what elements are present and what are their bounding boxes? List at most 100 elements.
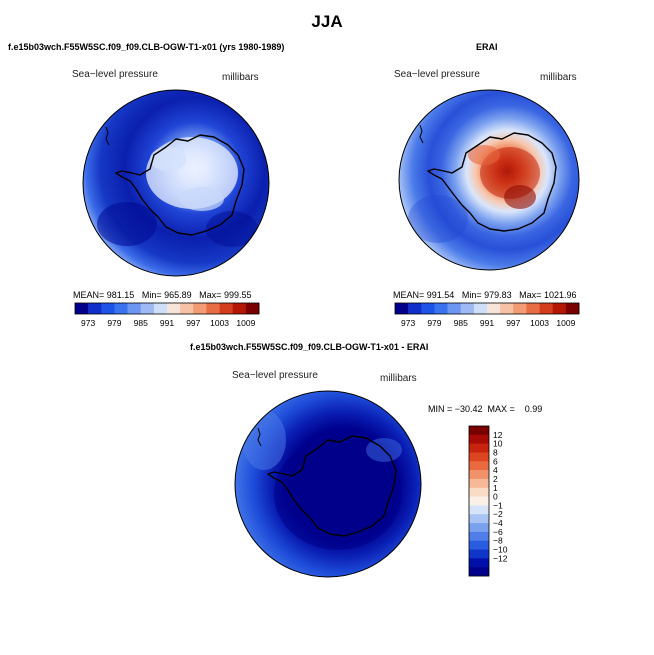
colorbar-model-swatch [114,303,128,314]
colorbar-model-tick-label: 979 [107,318,121,328]
colorbar-obs-swatch [565,303,580,314]
colorbar-diff-tick-label: −1 [493,500,503,510]
colorbar-obs-tick-label: 1009 [556,318,575,328]
polar-map-obs [398,89,580,271]
colorbar-diff-swatch [469,434,489,444]
polar-map-diff [234,390,422,578]
colorbar-model-tick-label: 991 [160,318,174,328]
colorbar-obs-swatch [513,303,527,314]
colorbar-model-swatch [101,303,115,314]
colorbar-model-tick-label: 1009 [236,318,255,328]
antarctica-coastline-diff [267,435,397,537]
stats-diff: MIN = −30.42 MAX = 0.99 [428,404,543,414]
colorbar-diff-tick-label: −10 [493,545,508,555]
colorbar-model-swatch [180,303,194,314]
colorbar-diff-tick-label: −4 [493,518,503,528]
colorbar-obs-tick-label: 979 [427,318,441,328]
colorbar-diff-swatch [469,567,489,577]
variable-label-model: Sea−level pressure [72,69,158,80]
colorbar-model-swatch [75,303,89,314]
units-label-diff: millibars [380,373,417,384]
colorbar-model-swatch [127,303,142,314]
polar-map-model [82,89,270,277]
map-boundary-model [82,89,270,277]
colorbar-diff-swatch [469,452,489,462]
colorbar-diff-swatch [469,478,489,489]
colorbar-model-swatch [140,303,155,314]
colorbar-obs-swatch [434,303,448,314]
colorbar-diff-tick-label: −12 [493,553,508,563]
colorbar-diff-swatch [469,558,489,568]
colorbar-diff-swatch [469,496,489,506]
colorbar-diff-tick-label: 1 [493,483,498,493]
colorbar-model-swatch [232,303,247,314]
mean-value-obs: 991.54 [426,290,455,300]
figure-title: JJA [311,12,343,31]
colorbar-diff-swatch [469,505,489,515]
units-label-obs: millibars [540,72,577,83]
colorbar-obs-swatch [395,303,409,314]
colorbar-model-swatch [193,303,207,314]
colorbar-diff-tick-label: 0 [493,492,498,502]
min-value-obs: 979.83 [484,290,512,300]
colorbar-obs-swatch [526,303,540,314]
colorbar-model-swatch [219,303,234,314]
colorbar-model-tick-label: 997 [186,318,200,328]
colorbar-diff-tick-label: −8 [493,536,503,546]
units-label-model: millibars [222,72,259,83]
colorbar-diff-swatch [469,514,489,524]
colorbar-diff-swatch [469,470,489,480]
colorbar-obs-swatch [539,303,554,314]
colorbar-model: 973979985991997100310091015 [74,302,263,328]
antarctica-coastline-obs [427,132,557,232]
colorbar-diff-swatch [469,461,489,471]
colorbar-diff-tick-label: 10 [493,439,503,449]
variable-label-diff: Sea−level pressure [232,370,318,381]
colorbar-model-swatch [88,303,102,314]
colorbar-obs-swatch [460,303,475,314]
colorbar-model-tick-label: 985 [134,318,148,328]
colorbar-model-tick-label: 1003 [210,318,229,328]
panel-title-model: f.e15b03wch.F55W5SC.f09_f09.CLB-OGW-T1-x… [8,42,285,52]
diff-continent-low [274,438,402,550]
panel-title-obs: ERAI [476,42,498,52]
colorbar-obs: 973979985991997100310091015 [394,302,583,328]
stats-model: MEAN= 981.15 Min= 965.89 Max= 999.55 [73,290,252,300]
colorbar-obs-swatch [552,303,567,314]
colorbar-model-swatch [245,303,260,314]
colorbar-model-swatch [206,303,220,314]
colorbar-model-swatch [153,303,168,314]
stats-obs: MEAN= 991.54 Min= 979.83 Max= 1021.96 [393,290,577,300]
map-boundary-obs [398,89,580,271]
colorbar-obs-swatch [421,303,435,314]
colorbar-obs-tick-label: 973 [401,318,415,328]
max-value-model: 999.55 [223,290,252,300]
obs-interior-high [504,185,536,209]
colorbar-obs-swatch [487,303,501,314]
colorbar-obs-swatch [473,303,488,314]
colorbar-diff-tick-label: 4 [493,465,498,475]
colorbar-obs-tick-label: 997 [506,318,520,328]
mean-value-model: 981.15 [106,290,135,300]
colorbar-diff-swatch [469,426,489,436]
colorbar-diff-tick-label: 12 [493,430,503,440]
colorbar-diff-swatch [469,549,489,559]
colorbar-diff-tick-label: 8 [493,447,498,457]
colorbar-obs-swatch [408,303,422,314]
variable-label-obs: Sea−level pressure [394,69,480,80]
colorbar-obs-swatch [447,303,462,314]
colorbar-diff-tick-label: −2 [493,509,503,519]
antarctica-coastline-model [115,134,245,236]
max-value-obs: 1021.96 [543,290,577,300]
colorbar-diff-swatch [469,523,489,533]
colorbar-diff-tick-label: 6 [493,456,498,466]
colorbar-diff-tick-label: 2 [493,474,498,484]
colorbar-obs-swatch [500,303,514,314]
colorbar-diff-swatch [469,531,489,542]
min-value-model: 965.89 [164,290,192,300]
colorbar-model-tick-label: 973 [81,318,95,328]
colorbar-diff-swatch [469,487,489,497]
colorbar-diff-swatch [469,540,489,550]
colorbar-diff-tick-label: −6 [493,527,503,537]
colorbar-diff-swatch [469,443,489,453]
